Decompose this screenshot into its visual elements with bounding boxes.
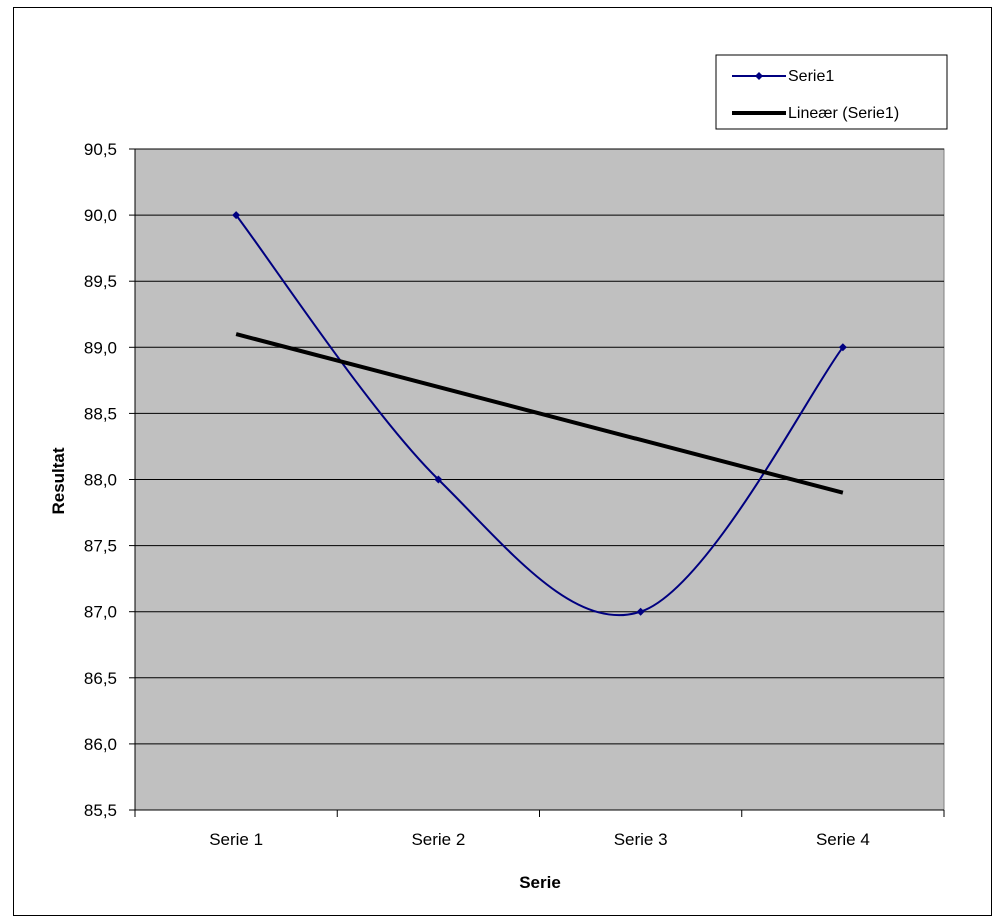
y-tick-label: 90,5: [84, 140, 117, 159]
data-point-marker: [838, 343, 847, 352]
x-tick-labels: Serie 1 Serie 2 Serie 3 Serie 4: [209, 830, 870, 849]
y-tick-label: 87,5: [84, 537, 117, 556]
y-tick-label: 88,5: [84, 404, 117, 423]
axes: [134, 149, 945, 817]
trendline: [235, 332, 844, 495]
series-line-serie1: [235, 214, 844, 617]
legend: Serie1 Lineær (Serie1): [715, 54, 948, 130]
series-layer: [232, 211, 847, 617]
legend-serie1-label: Serie1: [788, 68, 834, 85]
legend-trendline-label: Lineær (Serie1): [788, 105, 899, 122]
trendline-layer: [235, 332, 844, 495]
data-point-marker: [232, 211, 241, 220]
y-axis-title: Resultat: [49, 447, 68, 514]
y-tick-label: 86,0: [84, 735, 117, 754]
y-tick-label: 86,5: [84, 669, 117, 688]
y-tick-label: 89,5: [84, 272, 117, 291]
data-point-marker: [636, 607, 645, 616]
y-tick-label: 87,0: [84, 603, 117, 622]
legend-serie1-marker: [755, 72, 763, 80]
legend-box: [715, 54, 948, 130]
x-tick-label: Serie 4: [816, 830, 870, 849]
y-tick-labels: 90,5 90,0 89,5 89,0 88,5 88,0 87,5 87,0 86,5 86,0…: [84, 140, 117, 820]
y-tick-label: 88,0: [84, 471, 117, 490]
data-point-marker: [434, 475, 443, 484]
y-tick-label: 85,5: [84, 801, 117, 820]
x-tick-label: Serie 2: [411, 830, 465, 849]
x-tick-label: Serie 1: [209, 830, 263, 849]
y-tick-label: 89,0: [84, 338, 117, 357]
gridlines: [129, 148, 944, 811]
x-tick-label: Serie 3: [614, 830, 668, 849]
y-tick-label: 90,0: [84, 206, 117, 225]
x-axis-title: Serie: [519, 873, 561, 892]
